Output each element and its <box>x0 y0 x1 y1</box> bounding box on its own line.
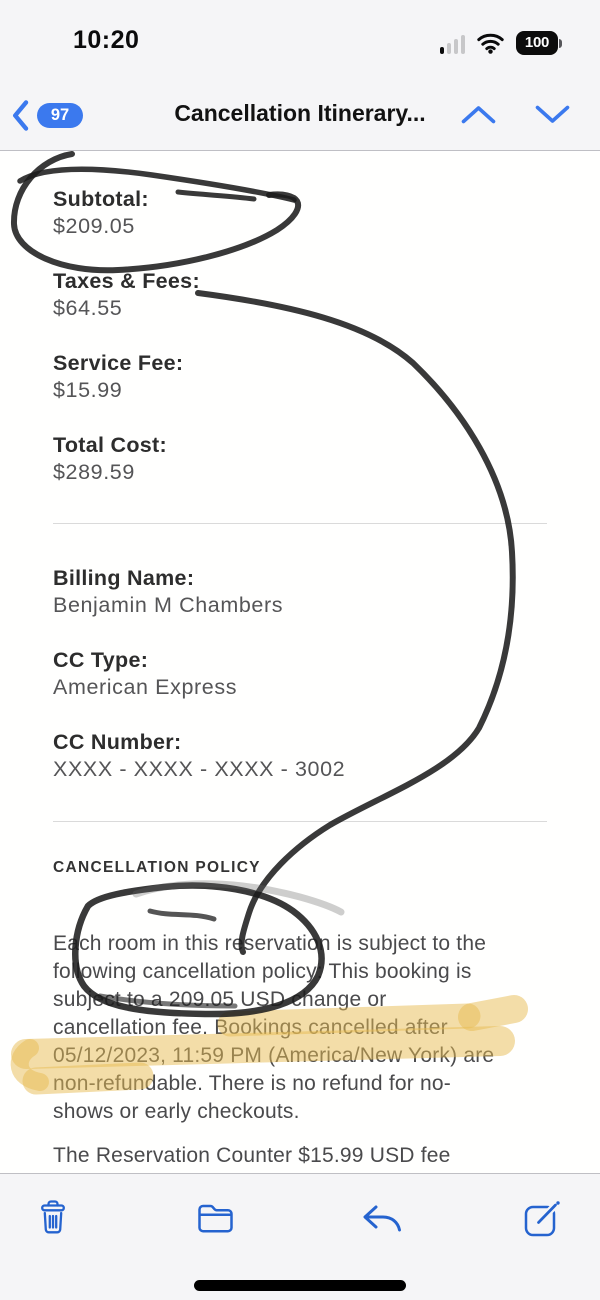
fee-label: Taxes & Fees: <box>53 269 200 293</box>
fee-value: $289.59 <box>53 460 135 484</box>
email-body: Subtotal: $209.05 Taxes & Fees: $64.55 S… <box>0 152 600 1173</box>
policy-line: The Reservation Counter $15.99 USD fee <box>53 1144 451 1167</box>
policy-line: non-refundable. There is no refund for n… <box>53 1072 451 1095</box>
fee-row-total: Total Cost: $289.59 <box>53 432 547 486</box>
compose-icon <box>524 1200 561 1237</box>
battery-nub <box>559 38 562 48</box>
chevron-left-icon <box>12 100 29 131</box>
trash-icon <box>39 1200 67 1236</box>
mail-toolbar <box>0 1173 600 1300</box>
next-message-button[interactable] <box>534 104 571 125</box>
status-time: 10:20 <box>73 26 140 54</box>
home-indicator[interactable] <box>194 1280 406 1291</box>
fee-value: $15.99 <box>53 378 123 402</box>
fee-label: Service Fee: <box>53 351 184 375</box>
policy-line: 05/12/2023, 11:59 PM (America/New York) … <box>53 1044 495 1067</box>
fee-row-taxes: Taxes & Fees: $64.55 <box>53 268 547 322</box>
chevron-down-icon <box>534 104 571 125</box>
fee-value: $209.05 <box>53 214 135 238</box>
billing-row-cc-number: CC Number: XXXX - XXXX - XXXX - 3002 <box>53 729 547 783</box>
policy-line: following cancellation policy: This book… <box>53 960 472 983</box>
fee-row-service: Service Fee: $15.99 <box>53 350 547 404</box>
cellular-signal-icon <box>439 32 465 54</box>
billing-row-cc-type: CC Type: American Express <box>53 647 547 701</box>
section-divider <box>53 821 547 822</box>
compose-button[interactable] <box>516 1192 568 1244</box>
reply-icon <box>361 1204 403 1233</box>
cancellation-policy-heading: CANCELLATION POLICY <box>53 859 261 876</box>
back-button[interactable]: 97 <box>12 100 83 131</box>
billing-label: CC Type: <box>53 648 149 672</box>
move-to-folder-button[interactable] <box>189 1192 241 1244</box>
fee-row-subtotal: Subtotal: $209.05 <box>53 186 547 240</box>
billing-label: CC Number: <box>53 730 182 754</box>
fee-value: $64.55 <box>53 296 123 320</box>
billing-label: Billing Name: <box>53 566 195 590</box>
header: 10:20 100 <box>0 0 600 151</box>
trash-button[interactable] <box>27 1192 79 1244</box>
previous-message-button[interactable] <box>460 104 497 125</box>
policy-line: cancellation fee. Bookings cancelled aft… <box>53 1016 448 1039</box>
billing-row-name: Billing Name: Benjamin M Chambers <box>53 565 547 619</box>
billing-value: XXXX - XXXX - XXXX - 3002 <box>53 757 346 781</box>
wifi-icon <box>477 33 504 54</box>
billing-value: American Express <box>53 675 238 699</box>
policy-line: shows or early checkouts. <box>53 1100 300 1123</box>
policy-line: Each room in this reservation is subject… <box>53 932 487 955</box>
policy-line: subject to a 209.05 USD change or <box>53 988 387 1011</box>
chevron-up-icon <box>460 104 497 125</box>
fee-label: Total Cost: <box>53 433 167 457</box>
status-icons: 100 <box>439 31 562 55</box>
reply-button[interactable] <box>356 1192 408 1244</box>
section-divider <box>53 523 547 524</box>
battery-percentage: 100 <box>516 31 558 55</box>
unread-count-badge: 97 <box>37 103 83 128</box>
fee-label: Subtotal: <box>53 187 149 211</box>
policy-paragraph-2: The Reservation Counter $15.99 USD fee <box>53 1142 547 1170</box>
nav-bar: 97 Cancellation Itinerary... <box>0 96 600 140</box>
email-title: Cancellation Itinerary... <box>174 100 426 126</box>
policy-paragraph: Each room in this reservation is subject… <box>53 930 547 1126</box>
folder-icon <box>197 1203 234 1233</box>
billing-value: Benjamin M Chambers <box>53 593 284 617</box>
battery-icon: 100 <box>516 31 562 55</box>
